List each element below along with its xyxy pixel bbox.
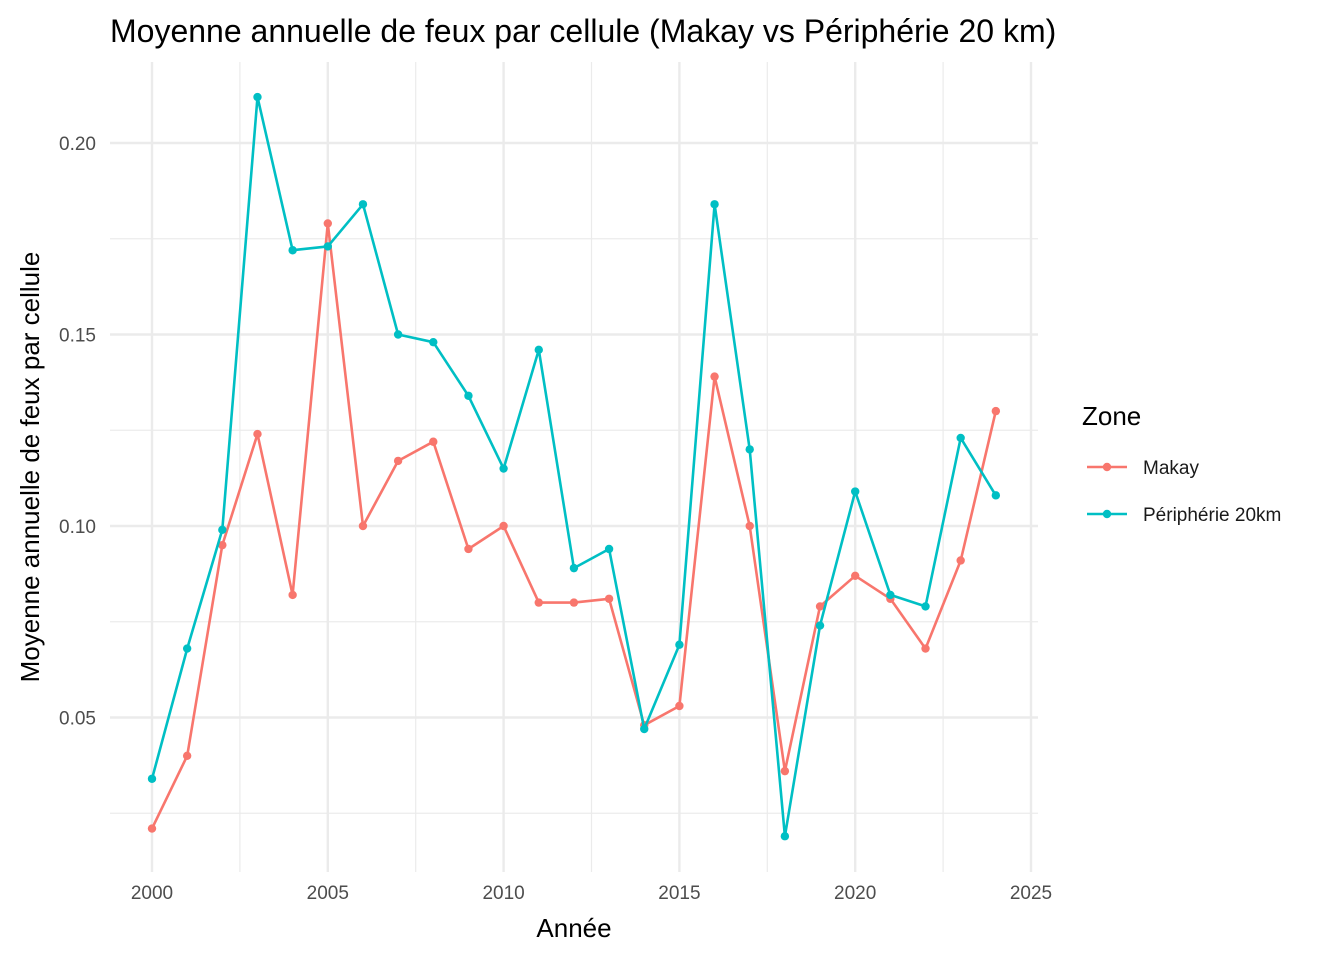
legend: Zone Makay Périphérie 20km xyxy=(1082,401,1281,526)
series-line-2 xyxy=(150,95,997,838)
y-tick-label: 0.10 xyxy=(59,517,96,538)
data-point-series-2 xyxy=(956,433,965,443)
x-tick-label: 2005 xyxy=(307,883,349,904)
x-tick-label: 2010 xyxy=(482,883,524,904)
data-point-series-2 xyxy=(640,724,649,734)
series-layer xyxy=(147,92,1001,841)
data-point-series-2 xyxy=(710,200,719,209)
data-point-series-2 xyxy=(358,200,368,209)
x-tick-label: 2025 xyxy=(1010,883,1052,904)
data-point-series-1 xyxy=(991,406,1001,416)
data-point-series-1 xyxy=(534,598,543,607)
data-point-series-1 xyxy=(956,556,965,565)
data-point-series-2 xyxy=(182,644,192,653)
y-tick-label: 0.20 xyxy=(59,134,96,155)
data-point-series-2 xyxy=(218,525,227,535)
data-point-series-2 xyxy=(851,487,860,496)
data-point-series-1 xyxy=(218,540,227,550)
data-point-series-2 xyxy=(921,602,930,611)
data-point-series-1 xyxy=(393,456,403,466)
data-point-series-1 xyxy=(745,521,754,531)
data-point-series-2 xyxy=(604,544,614,554)
data-point-series-1 xyxy=(675,701,684,711)
data-point-series-2 xyxy=(393,330,403,339)
data-point-series-2 xyxy=(429,337,438,347)
data-point-series-2 xyxy=(323,242,332,251)
legend-label: Makay xyxy=(1143,458,1199,479)
data-point-series-2 xyxy=(815,621,825,630)
data-point-series-1 xyxy=(921,644,930,653)
data-point-series-1 xyxy=(710,372,719,381)
data-point-series-2 xyxy=(675,640,684,649)
data-point-series-1 xyxy=(499,521,508,531)
data-point-series-1 xyxy=(288,590,297,600)
data-point-series-2 xyxy=(886,590,895,600)
y-tick-label: 0.15 xyxy=(59,326,96,347)
legend-key-point xyxy=(1102,462,1112,472)
data-point-series-1 xyxy=(851,571,860,580)
tick-labels: 2000 2005 2010 2015 2020 2025 0.05 0.10 0.15 0.20 xyxy=(59,134,1052,904)
data-point-series-1 xyxy=(429,437,438,446)
legend-label: Périphérie 20km xyxy=(1143,505,1281,526)
x-tick-label: 2020 xyxy=(834,883,876,904)
data-point-series-2 xyxy=(780,832,790,841)
x-tick-label: 2015 xyxy=(658,883,700,904)
data-point-series-2 xyxy=(745,445,754,454)
data-point-series-1 xyxy=(569,598,579,607)
data-point-series-1 xyxy=(182,751,192,760)
grid xyxy=(110,62,1038,872)
data-point-series-2 xyxy=(534,345,543,355)
x-tick-label: 2000 xyxy=(131,883,173,904)
data-point-series-1 xyxy=(780,766,790,776)
data-point-series-2 xyxy=(991,491,1001,500)
data-point-series-1 xyxy=(253,429,262,439)
data-point-series-2 xyxy=(147,774,157,783)
legend-key-point xyxy=(1102,509,1112,519)
y-tick-label: 0.05 xyxy=(59,709,96,730)
y-axis-title: Moyenne annuelle de feux par cellule xyxy=(15,252,45,683)
data-point-series-1 xyxy=(358,521,368,531)
data-point-series-1 xyxy=(323,219,332,228)
legend-title: Zone xyxy=(1082,401,1141,431)
data-point-series-1 xyxy=(815,602,825,611)
data-point-series-1 xyxy=(147,824,157,833)
data-point-series-2 xyxy=(569,563,579,573)
data-point-series-2 xyxy=(253,92,262,102)
data-point-series-1 xyxy=(464,544,473,554)
data-point-series-2 xyxy=(499,464,508,473)
data-point-series-2 xyxy=(288,246,297,255)
data-point-series-2 xyxy=(464,391,473,400)
x-axis-title: Année xyxy=(536,913,611,943)
chart-title: Moyenne annuelle de feux par cellule (Ma… xyxy=(110,13,1056,49)
data-point-series-1 xyxy=(604,594,614,603)
